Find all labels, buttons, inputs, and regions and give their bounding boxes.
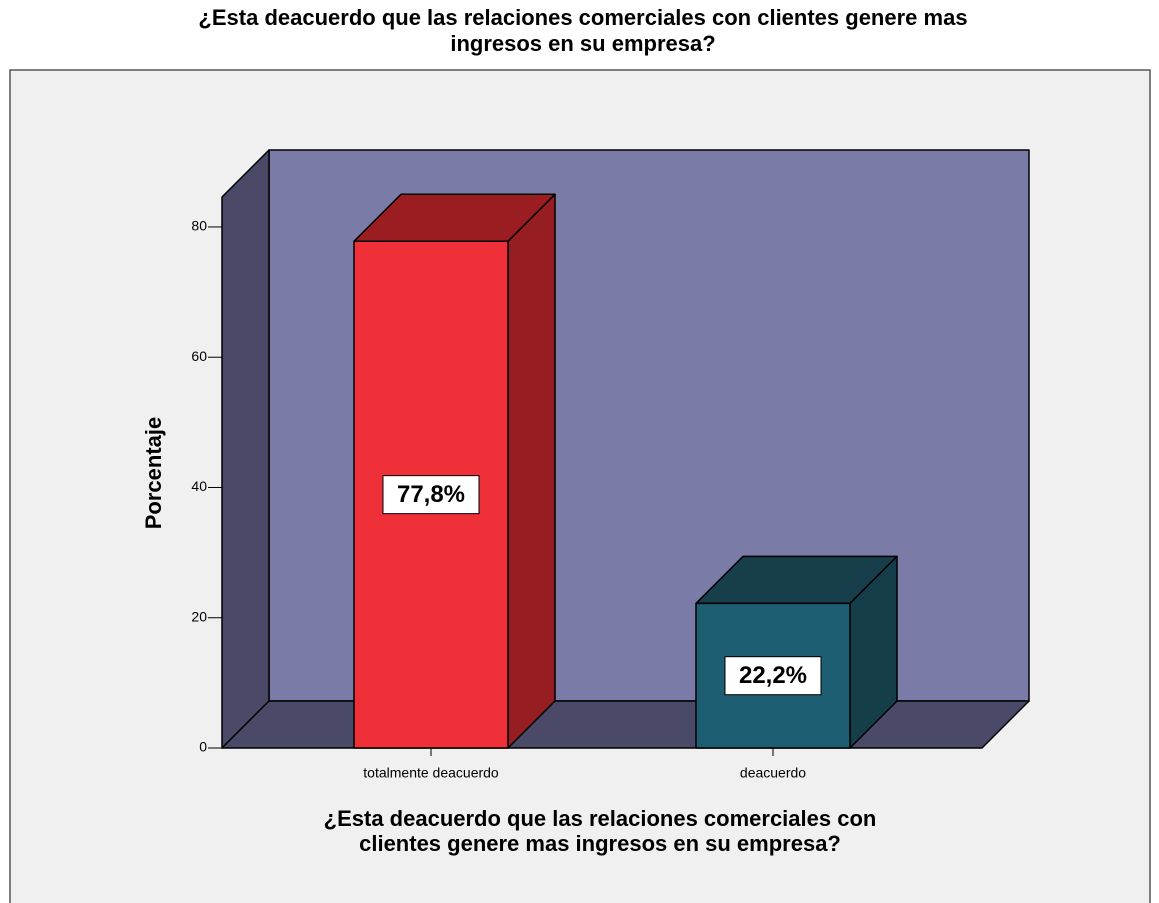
floor bbox=[221, 700, 1030, 749]
x-tick-label: deacuerdo bbox=[740, 765, 806, 781]
chart-title: ¿Esta deacuerdo que las relaciones comer… bbox=[198, 5, 967, 30]
y-axis-label: Porcentaje bbox=[141, 417, 166, 530]
y-tick-label: 40 bbox=[191, 478, 207, 494]
x-tick-label: totalmente deacuerdo bbox=[363, 765, 499, 781]
chart-title: ingresos en su empresa? bbox=[450, 31, 715, 56]
y-tick-label: 0 bbox=[199, 739, 207, 755]
value-label: 22,2% bbox=[739, 662, 807, 689]
y-tick-label: 80 bbox=[191, 218, 207, 234]
bar-side bbox=[507, 193, 556, 749]
y-tick-label: 20 bbox=[191, 608, 207, 624]
x-axis-label: clientes genere mas ingresos en su empre… bbox=[359, 831, 841, 856]
value-label-box bbox=[382, 475, 480, 515]
x-axis-label: ¿Esta deacuerdo que las relaciones comer… bbox=[324, 806, 877, 831]
y-tick-label: 60 bbox=[191, 348, 207, 364]
value-label: 77,8% bbox=[397, 481, 465, 508]
left-wall bbox=[221, 149, 270, 749]
value-label-box bbox=[724, 656, 822, 696]
